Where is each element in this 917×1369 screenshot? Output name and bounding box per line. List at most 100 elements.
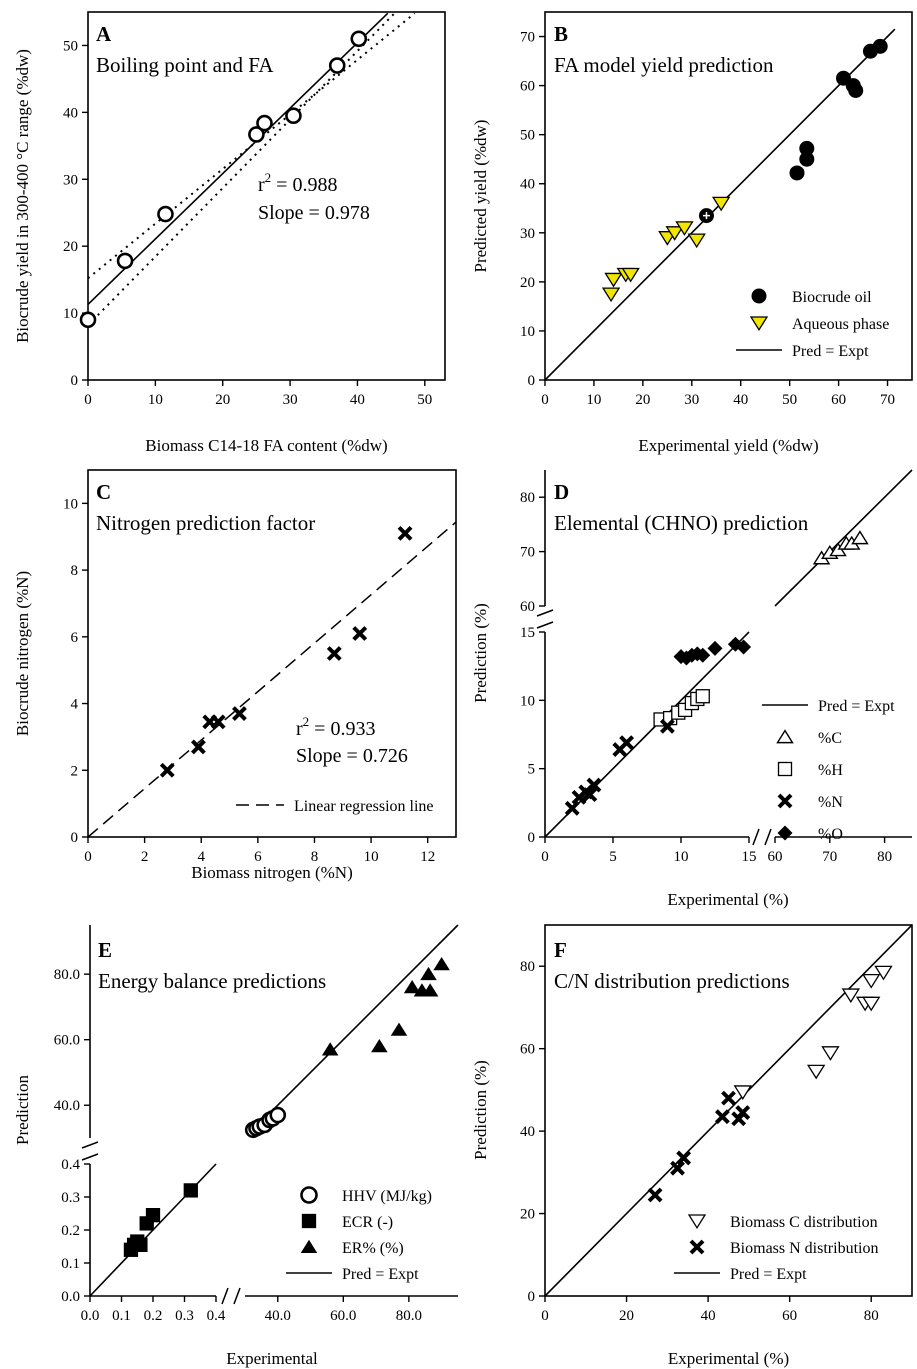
y-tick-label: 20 — [520, 1207, 535, 1223]
data-point — [328, 57, 346, 74]
carbon-distribution-point — [862, 974, 881, 989]
axis-break-mark — [221, 1287, 241, 1305]
x-tick-label: 0 — [541, 849, 549, 865]
data-point — [256, 114, 273, 132]
y-axis-label: Prediction — [13, 1075, 32, 1145]
x-tick-label: 40.0 — [265, 1308, 291, 1324]
axis-break-mark — [752, 828, 772, 846]
x-tick-label: 20 — [635, 392, 650, 408]
identity-line — [774, 469, 913, 607]
panel-title: Boiling point and FA — [96, 53, 274, 77]
legend-carbon-distribution-marker — [687, 1214, 707, 1230]
x-tick-label: 50 — [782, 392, 797, 408]
regression-line — [87, 521, 457, 838]
nitrogen-point — [582, 787, 598, 803]
data-point — [190, 739, 206, 755]
biocrude-oil-point — [848, 83, 864, 99]
x-tick-label: 20 — [619, 1308, 634, 1324]
x-tick-label: 80 — [864, 1308, 879, 1324]
legend-oxygen-label: %O — [818, 826, 843, 843]
legend-hhv-label: HHV (MJ/kg) — [342, 1188, 432, 1205]
r-squared-annotation: r2 = 0.933 — [296, 714, 375, 740]
slope-annotation: Slope = 0.978 — [258, 202, 370, 224]
legend-ecr-marker — [301, 1213, 317, 1229]
aqueous-phase-point — [711, 196, 731, 212]
y-axis-label: Predicted yield (%dw) — [471, 120, 490, 273]
legend-nitrogen-marker — [777, 793, 793, 809]
y-tick-label: 0.0 — [61, 1289, 80, 1305]
panel-title: Energy balance predictions — [98, 969, 326, 993]
identity-line — [260, 924, 459, 1123]
panel-title: FA model yield prediction — [554, 53, 774, 77]
x-tick-label: 10 — [586, 392, 601, 408]
nitrogen-point — [586, 777, 602, 793]
plot-frame — [544, 11, 913, 381]
nitrogen-point — [659, 718, 675, 734]
ecr-point — [145, 1208, 161, 1223]
x-tick-label: 80.0 — [396, 1308, 422, 1324]
data-point — [116, 252, 134, 270]
biocrude-oil-point — [789, 165, 805, 181]
oxygen-point — [736, 639, 752, 655]
identity-line — [544, 631, 750, 838]
slope-annotation: Slope = 0.726 — [296, 745, 408, 767]
er-point — [321, 1042, 339, 1056]
legend-identity-label: Pred = Expt — [342, 1266, 419, 1283]
nitrogen-distribution-point — [647, 1187, 663, 1203]
y-tick-label: 40 — [520, 177, 535, 193]
legend-carbon-distribution-label: Biomass C distribution — [730, 1214, 878, 1231]
y-tick-label: 80 — [520, 490, 535, 506]
y-tick-label: 0.3 — [61, 1190, 80, 1206]
panel-b: 0 10 20 30 40 50 60 70 0 10 20 30 40 50 60 70 B FA model … — [471, 11, 913, 455]
y-tick-label: 40 — [520, 1124, 535, 1140]
y-tick-label: 80 — [520, 959, 535, 975]
y-tick-label: 0 — [528, 1289, 536, 1305]
x-axis-label: Experimental (%) — [667, 890, 788, 909]
x-tick-label: 60.0 — [330, 1308, 356, 1324]
panel-f: 0 20 40 60 80 0 20 40 60 80 F C/N distribution pred… — [471, 924, 913, 1368]
panel-title: C/N distribution predictions — [554, 969, 790, 993]
legend-hydrogen-label: %H — [818, 762, 843, 779]
x-tick-label: 40 — [350, 392, 365, 408]
aqueous-phase-point — [621, 267, 640, 283]
legend-aqueous-phase-label: Aqueous phase — [792, 316, 889, 333]
x-axis-label: Biomass nitrogen (%N) — [191, 863, 352, 882]
panel-label: B — [554, 22, 568, 46]
y-tick-label: 40 — [63, 105, 78, 121]
x-tick-label: 0.4 — [207, 1308, 226, 1324]
legend-nitrogen-distribution-marker — [689, 1239, 705, 1255]
legend-er-label: ER% (%) — [342, 1240, 404, 1257]
x-tick-label: 8 — [311, 849, 319, 865]
y-tick-label: 2 — [71, 763, 79, 779]
y-axis-label: Prediction (%) — [471, 603, 490, 703]
ecr-point — [183, 1183, 198, 1198]
nitrogen-point — [564, 800, 580, 816]
carbon-distribution-point — [821, 1046, 840, 1061]
legend-ecr-label: ECR (-) — [342, 1214, 393, 1231]
x-tick-label: 40 — [701, 1308, 716, 1324]
axis-break-mark — [81, 1141, 99, 1161]
x-tick-label: 70 — [880, 392, 895, 408]
carbon-distribution-point — [841, 988, 861, 1004]
ecr-point — [133, 1237, 148, 1252]
panel-d: 0 5 10 15 60 70 80 0 5 10 15 60 70 80 D Elemental (CHNO… — [471, 469, 913, 909]
y-tick-label: 4 — [71, 697, 79, 713]
legend-aqueous-phase-marker — [749, 316, 769, 332]
y-tick-label: 0.4 — [61, 1157, 80, 1173]
legend: Pred = Expt %C %H %N %O — [762, 698, 895, 843]
x-tick-label: 5 — [609, 849, 617, 865]
x-tick-label: 30 — [684, 392, 699, 408]
y-axis-label: Prediction (%) — [471, 1060, 490, 1160]
y-tick-label: 0 — [71, 830, 79, 846]
data-point — [159, 762, 175, 778]
nitrogen-point — [619, 735, 635, 751]
y-tick-label: 20 — [520, 275, 535, 291]
x-tick-label: 6 — [254, 849, 262, 865]
panel-c: 0 2 4 6 8 10 12 0 2 4 6 8 10 C Nitrogen prediction fac… — [13, 469, 457, 882]
y-tick-label: 30 — [63, 172, 78, 188]
aqueous-phase-point — [665, 226, 684, 241]
legend-biocrude-oil-marker — [751, 288, 767, 304]
hhv-point — [269, 1106, 287, 1124]
legend-identity-label: Pred = Expt — [730, 1266, 807, 1283]
y-tick-label: 60.0 — [54, 1033, 80, 1049]
